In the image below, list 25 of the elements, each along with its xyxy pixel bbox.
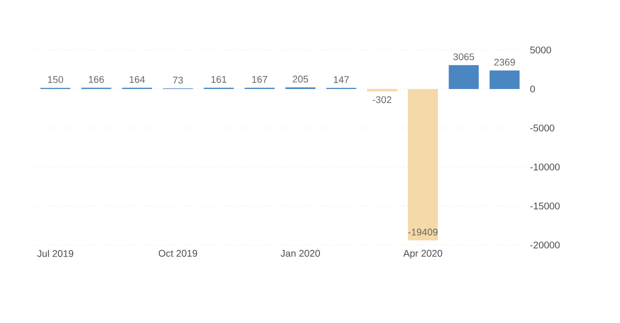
data-label: 3065 <box>453 53 474 60</box>
data-label: 161 <box>211 76 226 83</box>
data-label: 147 <box>334 76 349 83</box>
data-label: 73 <box>173 76 183 84</box>
data-label: -302 <box>372 96 392 104</box>
x-tick-label: Apr 2020 <box>403 250 442 259</box>
data-label: -19409 <box>408 228 438 236</box>
bar <box>408 89 438 240</box>
y-tick-label: -5000 <box>530 124 554 132</box>
y-tick-label: -15000 <box>530 202 560 210</box>
y-tick-label: 5000 <box>530 46 552 54</box>
bar <box>490 70 520 90</box>
data-label: 167 <box>252 76 268 83</box>
y-tick-label: -20000 <box>530 242 560 248</box>
y-tick-label: -10000 <box>530 164 560 170</box>
bar <box>448 65 479 90</box>
x-tick-label: Jan 2020 <box>280 250 320 257</box>
data-label: 166 <box>88 76 104 83</box>
data-label: 2369 <box>494 58 515 66</box>
data-label: 205 <box>292 76 308 83</box>
y-tick-label: 0 <box>530 86 535 92</box>
data-label: 150 <box>48 76 64 83</box>
data-label: 164 <box>130 76 145 83</box>
x-tick-label: Oct 2019 <box>158 250 198 257</box>
x-tick-label: Jul 2019 <box>37 250 74 257</box>
